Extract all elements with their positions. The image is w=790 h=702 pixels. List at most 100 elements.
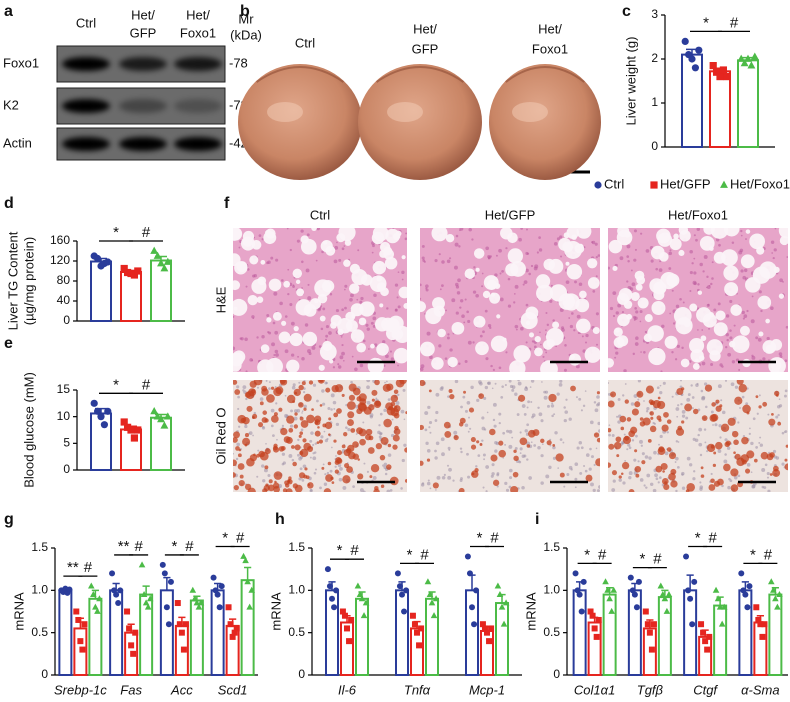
lipid-droplet <box>478 393 485 399</box>
cell-dot <box>447 475 452 480</box>
cell-dot <box>257 449 260 452</box>
cell-dot <box>574 477 578 481</box>
point <box>591 625 598 632</box>
lipid-droplet <box>262 488 268 492</box>
point <box>138 561 146 568</box>
cell-dot <box>748 432 751 435</box>
cell-dot <box>245 370 248 372</box>
cell-dot <box>643 400 645 402</box>
cell-dot <box>719 436 722 439</box>
point <box>157 415 165 423</box>
cell-dot <box>741 310 745 315</box>
cell-dot <box>681 414 686 418</box>
column-label: Het/Foxo1 <box>668 207 728 222</box>
point <box>66 586 73 593</box>
cell-dot <box>271 342 276 347</box>
cell-dot <box>298 381 301 384</box>
vacuole <box>739 325 750 336</box>
cell-dot <box>359 300 363 304</box>
cell-dot <box>623 369 627 372</box>
lipid-droplet <box>386 464 392 470</box>
cell-dot <box>734 385 739 389</box>
mr-label: -78 <box>229 55 248 70</box>
bar <box>425 597 439 676</box>
cell-dot <box>309 488 313 492</box>
significance-label: * <box>750 546 756 563</box>
cell-dot <box>425 284 429 288</box>
lipid-droplet <box>303 393 312 402</box>
cell-dot <box>746 309 749 313</box>
lipid-droplet <box>292 483 298 489</box>
cell-dot <box>681 409 686 414</box>
point <box>218 583 225 590</box>
lipid-droplet <box>346 448 352 454</box>
cell-dot <box>778 398 781 401</box>
cell-dot <box>387 398 391 402</box>
cell-dot <box>729 329 732 332</box>
cell-dot <box>521 454 526 458</box>
lipid-droplet <box>755 395 759 399</box>
bar <box>709 70 731 148</box>
cell-dot <box>623 433 626 436</box>
cell-dot <box>238 425 241 428</box>
cell-dot <box>467 430 470 433</box>
cell-dot <box>484 385 489 390</box>
lipid-droplet <box>626 417 632 422</box>
vacuole <box>528 332 535 338</box>
significance-label: # <box>764 546 773 563</box>
cell-dot <box>726 338 729 342</box>
cell-dot <box>499 272 502 275</box>
cell-dot <box>652 488 657 492</box>
cell-dot <box>738 368 741 371</box>
significance-label: # <box>185 538 194 555</box>
cell-dot <box>675 489 678 492</box>
cell-dot <box>397 364 399 367</box>
lipid-droplet <box>766 453 774 461</box>
cell-dot <box>700 389 704 393</box>
cell-dot <box>785 325 788 329</box>
vacuole <box>534 335 541 343</box>
cell-dot <box>553 413 556 416</box>
lipid-droplet <box>608 400 615 408</box>
micrograph <box>233 228 407 372</box>
cell-dot <box>533 444 537 447</box>
cell-dot <box>487 381 491 385</box>
cell-dot <box>590 455 594 459</box>
cell-dot <box>363 462 366 465</box>
cell-dot <box>582 404 586 408</box>
cell-dot <box>597 421 600 426</box>
vacuole <box>300 235 309 244</box>
lipid-droplet <box>720 423 730 432</box>
cell-dot <box>451 298 456 303</box>
lipid-droplet <box>380 436 389 445</box>
blot-band <box>62 57 110 71</box>
cell-dot <box>288 454 293 458</box>
cell-dot <box>699 481 702 484</box>
vacuole <box>534 347 543 357</box>
cell-dot <box>499 297 504 302</box>
lipid-droplet <box>608 427 612 433</box>
point <box>176 621 183 628</box>
cell-dot <box>490 474 494 478</box>
point <box>635 578 642 585</box>
point <box>191 595 199 602</box>
point <box>174 600 181 607</box>
significance-label: * <box>222 529 228 546</box>
lipid-droplet <box>347 401 356 410</box>
vacuole <box>345 311 356 322</box>
cell-dot <box>573 329 576 332</box>
lipid-droplet <box>708 484 716 491</box>
cell-dot <box>440 437 445 442</box>
cell-dot <box>429 355 433 360</box>
cell-dot <box>775 415 779 419</box>
lipid-droplet <box>513 449 517 454</box>
cell-dot <box>530 380 535 383</box>
cell-dot <box>438 253 441 256</box>
vacuole <box>296 288 305 297</box>
lipid-droplet <box>357 458 361 461</box>
cell-dot <box>401 270 405 275</box>
cell-dot <box>640 351 642 353</box>
lipid-droplet <box>621 461 630 470</box>
lipid-droplet <box>357 473 364 480</box>
cell-dot <box>266 314 270 317</box>
